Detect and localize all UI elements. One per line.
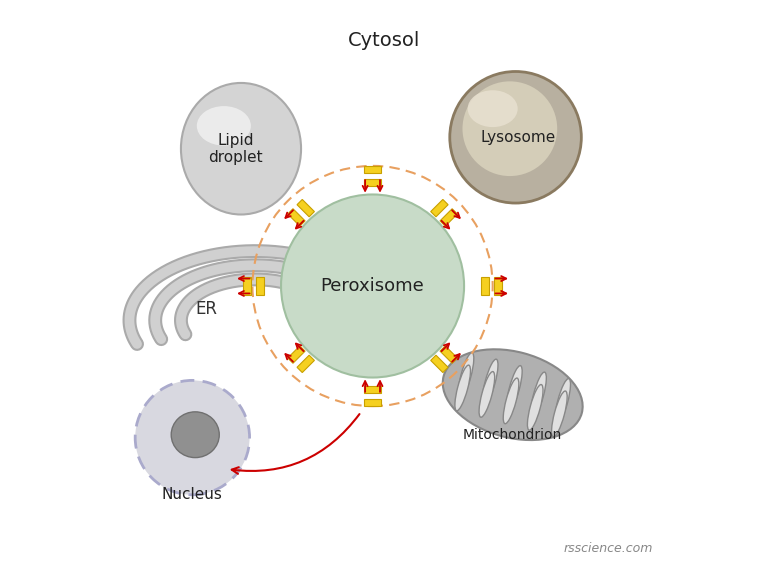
Polygon shape [297, 200, 314, 217]
Polygon shape [364, 386, 381, 393]
Ellipse shape [442, 349, 583, 440]
Polygon shape [440, 209, 458, 226]
Ellipse shape [450, 72, 581, 203]
Polygon shape [440, 346, 458, 363]
Ellipse shape [479, 372, 495, 417]
Ellipse shape [468, 90, 518, 127]
Polygon shape [364, 166, 381, 173]
Polygon shape [482, 277, 488, 295]
Text: ER: ER [196, 300, 217, 318]
Text: Lysosome: Lysosome [481, 130, 556, 145]
Text: rsscience.com: rsscience.com [564, 542, 653, 555]
Polygon shape [297, 355, 314, 372]
Polygon shape [495, 277, 502, 295]
Polygon shape [288, 346, 305, 363]
Polygon shape [364, 179, 381, 186]
Ellipse shape [281, 194, 464, 378]
Polygon shape [431, 355, 448, 372]
Ellipse shape [482, 359, 498, 405]
Text: Mitochondrion: Mitochondrion [463, 428, 562, 442]
Ellipse shape [181, 83, 301, 214]
Text: Lipid
droplet: Lipid droplet [208, 133, 263, 165]
Text: Peroxisome: Peroxisome [321, 277, 425, 295]
Polygon shape [243, 277, 250, 295]
Ellipse shape [531, 372, 546, 418]
Text: Cytosol: Cytosol [348, 30, 420, 50]
Ellipse shape [135, 380, 250, 495]
Ellipse shape [555, 379, 571, 424]
Ellipse shape [171, 412, 220, 458]
Ellipse shape [458, 353, 474, 398]
Polygon shape [364, 399, 381, 406]
Polygon shape [257, 277, 264, 295]
Ellipse shape [455, 365, 471, 411]
Ellipse shape [197, 106, 251, 145]
Ellipse shape [507, 366, 522, 411]
Ellipse shape [462, 81, 558, 176]
Ellipse shape [528, 384, 543, 430]
Ellipse shape [503, 378, 519, 424]
Text: Nucleus: Nucleus [162, 487, 223, 502]
Ellipse shape [551, 391, 567, 436]
Polygon shape [431, 200, 448, 217]
Polygon shape [288, 209, 305, 226]
